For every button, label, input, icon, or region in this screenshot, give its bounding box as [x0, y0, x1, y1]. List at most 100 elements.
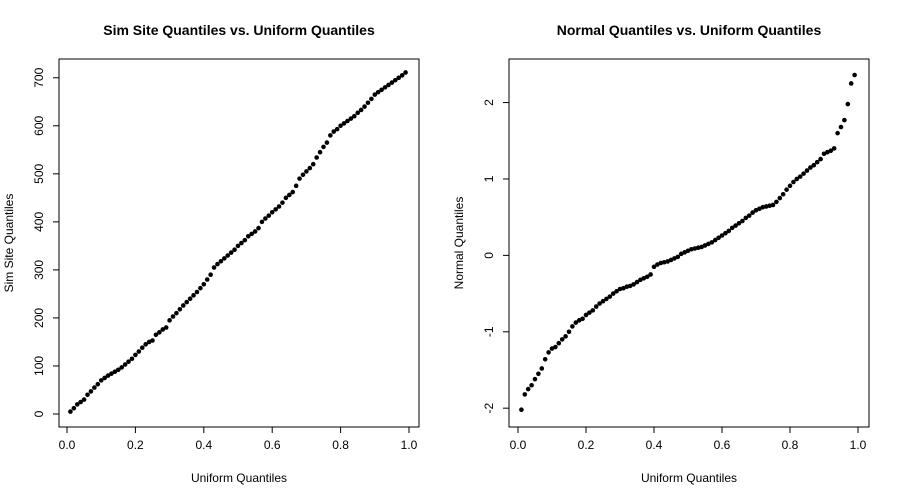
- left-data-point: [273, 207, 278, 212]
- left-data-point: [266, 213, 272, 218]
- left-x-tick-label: 0.8: [332, 438, 349, 452]
- left-data-point: [307, 165, 313, 171]
- right-data-point: [559, 337, 565, 342]
- left-data-point: [98, 378, 104, 383]
- right-data-point: [604, 296, 609, 302]
- right-x-tick-label: 0.2: [578, 438, 595, 452]
- right-data-point: [719, 233, 725, 238]
- left-data-point: [198, 285, 203, 291]
- left-data-point: [331, 129, 337, 134]
- right-data-point: [835, 130, 840, 136]
- left-data-point: [334, 126, 340, 132]
- right-data-point: [852, 72, 857, 78]
- left-data-point: [211, 265, 217, 270]
- right-data-point: [593, 304, 599, 309]
- right-data-point: [740, 218, 745, 224]
- right-data-point: [546, 350, 551, 355]
- right-points: [519, 72, 857, 413]
- left-data-point: [365, 100, 371, 106]
- right-data-point: [831, 146, 837, 151]
- right-data-point: [804, 168, 810, 173]
- left-data-point: [317, 149, 323, 155]
- right-data-point: [631, 282, 636, 287]
- left-data-point: [88, 389, 94, 394]
- left-data-point: [119, 365, 125, 370]
- left-y-tick-label: 700: [32, 67, 46, 87]
- left-data-point: [163, 325, 169, 330]
- left-data-point: [314, 155, 319, 160]
- left-data-point: [396, 75, 402, 81]
- right-x-tick-label: 0.0: [510, 438, 527, 452]
- left-data-point: [287, 192, 292, 198]
- left-data-point: [245, 233, 251, 239]
- right-plot-frame: [508, 58, 870, 428]
- left-x-tick-label: 0.4: [195, 438, 212, 452]
- right-data-point: [716, 235, 721, 241]
- left-data-point: [143, 342, 148, 347]
- right-data-point: [590, 308, 596, 313]
- right-data-point: [587, 310, 592, 315]
- right-y-axis-label: Normal Quantiles: [452, 197, 466, 290]
- left-data-point: [194, 289, 200, 295]
- left-data-point: [215, 261, 220, 267]
- right-data-point: [729, 225, 735, 231]
- right-data-point: [733, 223, 738, 228]
- left-data-point: [280, 200, 285, 205]
- left-data-point: [259, 219, 265, 225]
- left-data-point: [184, 299, 189, 305]
- left-data-point: [399, 73, 405, 78]
- right-data-point: [808, 165, 813, 170]
- left-data-point: [351, 113, 357, 119]
- left-data-point: [201, 282, 207, 287]
- left-data-point: [355, 110, 361, 116]
- left-data-point: [167, 318, 172, 323]
- left-data-point: [174, 310, 179, 316]
- left-data-point: [382, 85, 388, 90]
- left-data-point: [170, 314, 176, 319]
- right-data-point: [529, 382, 534, 388]
- right-x-axis-label: Uniform Quantiles: [641, 471, 737, 485]
- right-data-point: [583, 312, 589, 318]
- left-data-point: [386, 82, 391, 88]
- left-y-axis-label: Sim Site Quantiles: [2, 194, 16, 293]
- left-data-point: [338, 123, 343, 129]
- left-y-tick-label: 100: [32, 356, 46, 376]
- right-data-point: [607, 294, 613, 299]
- right-data-point: [539, 366, 545, 371]
- left-data-point: [71, 405, 77, 411]
- right-y-tick-label: -2: [482, 403, 496, 414]
- right-data-point: [634, 279, 640, 285]
- left-data-point: [187, 296, 193, 302]
- left-data-point: [81, 397, 87, 402]
- right-data-point: [750, 210, 755, 215]
- right-x-tick-label: 0.6: [714, 438, 731, 452]
- left-data-point: [283, 195, 289, 201]
- left-x-axis: 0.0 0.2 0.4 0.6 0.8 1.0: [59, 426, 418, 452]
- right-y-tick-label: 2: [482, 99, 496, 106]
- left-y-tick-label: 0: [32, 410, 46, 417]
- left-data-point: [68, 409, 73, 414]
- right-data-point: [651, 264, 657, 270]
- left-data-point: [180, 303, 186, 308]
- right-data-point: [644, 274, 650, 280]
- left-data-point: [369, 96, 374, 102]
- left-data-point: [290, 189, 296, 195]
- left-data-point: [95, 381, 101, 387]
- right-data-point: [736, 220, 742, 226]
- right-data-point: [712, 237, 718, 243]
- left-data-point: [310, 161, 316, 167]
- right-data-point: [566, 329, 572, 335]
- left-data-point: [341, 121, 347, 126]
- left-data-point: [225, 253, 231, 258]
- left-data-point: [112, 369, 118, 375]
- left-data-point: [348, 116, 354, 121]
- left-data-point: [204, 277, 210, 282]
- right-data-point: [532, 376, 538, 382]
- right-data-point: [770, 202, 776, 208]
- right-data-point: [726, 228, 732, 234]
- right-data-point: [801, 171, 806, 176]
- left-data-point: [208, 272, 213, 278]
- left-x-tick-label: 0.0: [59, 438, 76, 452]
- left-data-point: [218, 258, 224, 264]
